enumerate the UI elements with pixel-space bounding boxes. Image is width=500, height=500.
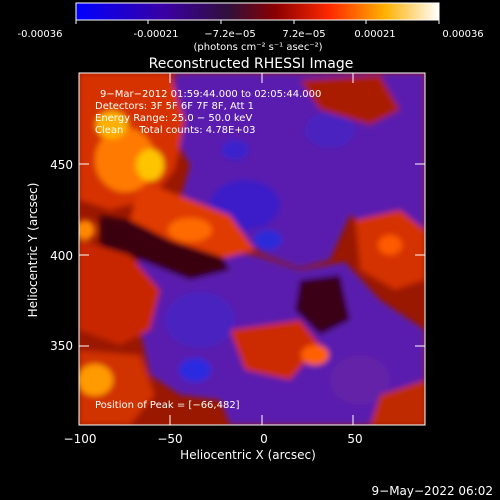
x-axis-label: Heliocentric X (arcsec) [180, 448, 316, 462]
colorbar-gradient [76, 3, 439, 20]
colorbar: -0.00036 -0.00021 −7.2e−05 7.2e−05 0.000… [18, 2, 484, 53]
colorbar-tick-label: -0.00021 [134, 29, 179, 40]
annotation-energy-range: Energy Range: 25.0 − 50.0 keV [95, 113, 252, 124]
heatmap-image [79, 73, 425, 425]
plot-area [79, 73, 425, 425]
y-tick-label: 400 [50, 249, 73, 263]
footer-timestamp: 9−May−2022 06:02 [372, 484, 494, 498]
colorbar-ticks [75, 20, 440, 24]
plot-frame [78, 72, 426, 426]
annotation-peak-position: Position of Peak = [−66,482] [95, 400, 240, 411]
annotation-time-range: 9−Mar−2012 01:59:44.000 to 02:05:44.000 [100, 89, 321, 100]
colorbar-frame [75, 2, 440, 21]
annotation-clean-counts: Clean Total counts: 4.78E+03 [95, 125, 255, 136]
y-axis-ticks [79, 163, 425, 347]
annotation-detectors: Detectors: 3F 5F 6F 7F 8F, Att 1 [95, 101, 254, 112]
x-tick-label: −50 [157, 432, 182, 446]
x-tick-label: −100 [64, 432, 97, 446]
plot-title: Reconstructed RHESSI Image [149, 56, 354, 72]
x-tick-label: 50 [347, 432, 362, 446]
y-tick-label: 350 [50, 339, 73, 353]
x-tick-label: 0 [260, 432, 268, 446]
colorbar-tick-label: 0.00021 [354, 29, 395, 40]
colorbar-tick-label: −7.2e−05 [204, 29, 256, 40]
y-axis-label: Heliocentric Y (arcsec) [26, 183, 40, 318]
plot-annotations: 9−Mar−2012 01:59:44.000 to 02:05:44.000 … [95, 89, 321, 411]
x-axis-ticks [78, 73, 354, 425]
colorbar-tick-label: 7.2e−05 [282, 29, 325, 40]
y-tick-label: 450 [50, 158, 73, 172]
colorbar-tick-label: -0.00036 [18, 29, 63, 40]
colorbar-tick-label: 0.00036 [442, 29, 483, 40]
colorbar-unit-label: (photons cm⁻² s⁻¹ asec⁻²) [193, 42, 322, 53]
